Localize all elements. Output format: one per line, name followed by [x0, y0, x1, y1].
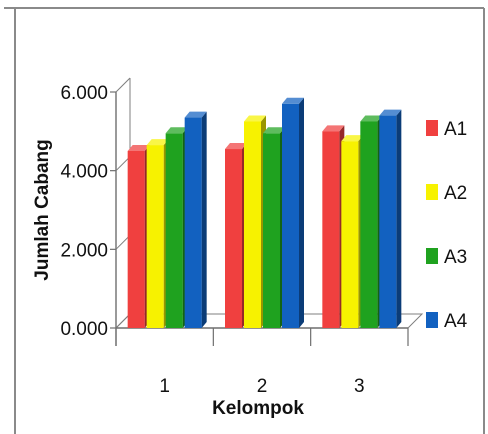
bar-front	[263, 133, 280, 328]
bar-top	[360, 115, 383, 122]
x-tick-label: 2	[257, 376, 268, 397]
bar-front	[322, 131, 340, 328]
x-axis-title: Kelompok	[212, 398, 304, 419]
y-tick-label: 6.000	[60, 83, 108, 104]
bar-A4-2	[282, 97, 304, 328]
bar-top	[127, 145, 150, 151]
x-tick-label: 3	[354, 376, 365, 397]
bar-A2-3	[341, 135, 364, 328]
legend-label: A3	[444, 247, 467, 268]
bar-A4-3	[379, 109, 402, 328]
legend-swatch	[426, 248, 438, 264]
bar-side	[201, 111, 207, 328]
bar-front	[282, 103, 299, 328]
bar-A4-1	[184, 111, 207, 328]
bar-A3-1	[165, 127, 188, 328]
y-tick-label: 0.000	[60, 319, 108, 340]
bar-A2-2	[244, 115, 266, 328]
bar-front	[244, 121, 261, 328]
legend-item-A4: A4	[426, 311, 468, 332]
bar-top	[263, 127, 285, 134]
bar-A1-2	[225, 143, 247, 328]
bar-top	[244, 115, 266, 122]
bar-front	[146, 145, 164, 328]
bar-top	[165, 127, 188, 134]
x-tick-label: 1	[159, 376, 170, 397]
legend-swatch	[426, 312, 438, 328]
bar-front	[225, 149, 242, 328]
y-grid-diagonal	[115, 77, 131, 93]
bar-A3-2	[263, 127, 285, 328]
bar-A1-1	[127, 145, 150, 328]
legend-label: A1	[444, 119, 467, 140]
bar-front	[184, 117, 202, 328]
bar-A3-3	[360, 115, 383, 328]
bar-side	[396, 109, 402, 328]
bar-top	[146, 139, 169, 146]
bar-top	[184, 111, 207, 118]
legend-item-A2: A2	[426, 183, 467, 204]
y-axis-title: Jumlah Cabang	[32, 139, 53, 280]
bar-A1-3	[322, 125, 345, 328]
legend-swatch	[426, 184, 438, 200]
bar-top	[322, 125, 345, 132]
bar-top	[225, 143, 247, 150]
bar-front	[165, 133, 183, 328]
bar-top	[282, 97, 304, 104]
bar-front	[127, 151, 145, 328]
bar-front	[341, 141, 359, 328]
bar-top	[341, 135, 364, 142]
bar-A2-1	[146, 139, 169, 328]
bar-front	[379, 115, 397, 328]
y-tick-label: 4.000	[60, 162, 108, 183]
legend-swatch	[426, 120, 438, 136]
legend-label: A2	[444, 183, 467, 204]
legend-item-A3: A3	[426, 247, 467, 268]
legend-label: A4	[444, 311, 468, 332]
legend-item-A1: A1	[426, 119, 467, 140]
bar-top	[379, 109, 402, 116]
bar-front	[360, 121, 378, 328]
bar-side	[299, 97, 304, 328]
y-tick-label: 2.000	[60, 240, 108, 261]
